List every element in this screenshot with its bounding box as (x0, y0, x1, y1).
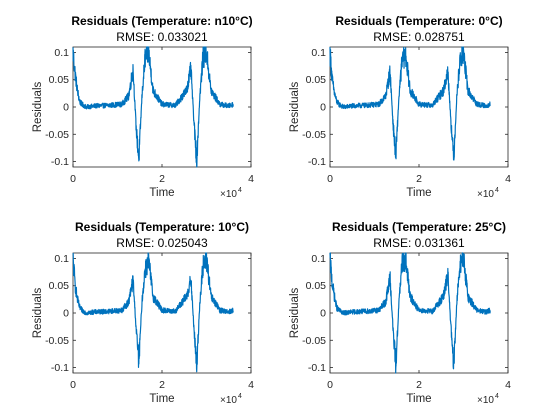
y-tick-label: -0.1 (51, 362, 69, 374)
y-tick-label: 0.1 (311, 47, 326, 59)
x-exponent-label: ×10 (477, 395, 494, 406)
x-tick-label: 0 (70, 379, 76, 391)
chart-title: Residuals (Temperature: n10°C) (71, 14, 252, 28)
y-tick-label: 0.05 (49, 280, 70, 292)
x-tick-label: 2 (159, 173, 165, 185)
y-tick-label: 0.05 (306, 280, 327, 292)
y-tick-label: -0.1 (308, 156, 326, 168)
chart-title: Residuals (Temperature: 0°C) (335, 14, 502, 28)
y-tick-label: 0 (320, 102, 326, 114)
x-tick-label: 2 (416, 379, 422, 391)
chart-subtitle: RMSE: 0.025043 (116, 236, 208, 250)
y-tick-label: -0.05 (45, 335, 69, 347)
x-exponent-power: 4 (495, 187, 499, 194)
y-tick-label: 0 (63, 308, 69, 320)
subplot-4: Residuals (Temperature: 25°C) RMSE: 0.031… (289, 220, 511, 406)
residual-series-line (72, 252, 234, 373)
y-tick-label: 0.05 (49, 74, 70, 86)
x-exponent-label: ×10 (220, 189, 237, 200)
subplot-2: Residuals (Temperature: 0°C) RMSE: 0.0287… (289, 14, 511, 200)
y-tick-label: -0.05 (45, 129, 69, 141)
chart-subtitle: RMSE: 0.028751 (373, 30, 465, 44)
y-tick-label: -0.1 (51, 156, 69, 168)
y-tick-label: 0.1 (54, 47, 69, 59)
residual-series-line (329, 252, 491, 374)
x-axis-label: Time (149, 393, 174, 405)
chart-subtitle: RMSE: 0.031361 (373, 236, 465, 250)
subplot-1: Residuals (Temperature: n10°C) RMSE: 0.03… (32, 14, 254, 200)
x-tick-label: 4 (248, 379, 254, 391)
y-axis-label: Residuals (32, 82, 44, 133)
x-exponent-label: ×10 (220, 395, 237, 406)
y-axis-label: Residuals (32, 288, 44, 339)
x-tick-label: 4 (505, 379, 511, 391)
y-tick-label: -0.05 (302, 129, 326, 141)
y-tick-label: -0.1 (308, 362, 326, 374)
chart-subtitle: RMSE: 0.033021 (116, 30, 208, 44)
x-tick-label: 4 (505, 173, 511, 185)
chart-title: Residuals (Temperature: 25°C) (332, 220, 506, 234)
x-tick-label: 0 (70, 173, 76, 185)
residual-series-line (329, 46, 491, 161)
x-axis-label: Time (406, 393, 431, 405)
residual-series-line (72, 46, 234, 168)
y-axis-label: Residuals (289, 288, 301, 339)
x-axis-label: Time (149, 187, 174, 199)
y-tick-label: -0.05 (302, 335, 326, 347)
x-exponent-power: 4 (495, 393, 499, 400)
x-exponent-label: ×10 (477, 189, 494, 200)
y-tick-label: 0 (320, 308, 326, 320)
x-tick-label: 0 (327, 379, 333, 391)
x-tick-label: 2 (159, 379, 165, 391)
x-tick-label: 4 (248, 173, 254, 185)
x-tick-label: 0 (327, 173, 333, 185)
x-tick-label: 2 (416, 173, 422, 185)
chart-title: Residuals (Temperature: 10°C) (75, 220, 249, 234)
x-exponent-power: 4 (238, 393, 242, 400)
x-axis-label: Time (406, 187, 431, 199)
y-tick-label: 0 (63, 102, 69, 114)
y-tick-label: 0.1 (54, 253, 69, 265)
y-axis-label: Residuals (289, 82, 301, 133)
y-tick-label: 0.1 (311, 253, 326, 265)
x-exponent-power: 4 (238, 187, 242, 194)
subplot-3: Residuals (Temperature: 10°C) RMSE: 0.025… (32, 220, 254, 406)
y-tick-label: 0.05 (306, 74, 327, 86)
